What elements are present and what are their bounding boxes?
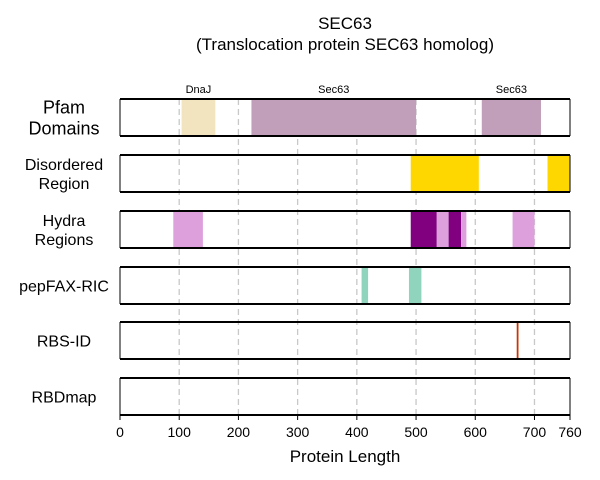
feature-bar <box>181 99 216 136</box>
track-label: Region <box>39 176 90 193</box>
feature-bar <box>410 211 437 248</box>
feature-bar <box>173 211 203 248</box>
x-tick-label: 0 <box>116 424 124 440</box>
feature-label: DnaJ <box>186 84 212 96</box>
feature-label: Sec63 <box>496 84 527 96</box>
track-label: RBDmap <box>32 389 97 406</box>
feature-bar <box>448 211 462 248</box>
feature-bar <box>410 155 479 192</box>
feature-bar <box>516 322 519 359</box>
x-tick-label: 400 <box>345 424 369 440</box>
track: Hydra Regions <box>35 210 571 249</box>
feature-bar <box>461 211 467 248</box>
chart-subtitle: (Translocation protein SEC63 homolog) <box>196 35 494 54</box>
track-label: Pfam <box>43 97 85 117</box>
x-tick-label: 500 <box>404 424 428 440</box>
x-tick-label: 300 <box>286 424 310 440</box>
x-tick-label: 100 <box>168 424 192 440</box>
feature-bar <box>547 155 570 192</box>
track-label: Disordered <box>25 157 103 174</box>
x-tick-label: 760 <box>558 424 582 440</box>
chart-title: SEC63 <box>318 14 372 33</box>
feature-bar <box>408 267 422 304</box>
feature-bar <box>512 211 535 248</box>
feature-label: Sec63 <box>318 84 349 96</box>
feature-bar <box>481 99 541 136</box>
x-tick-label: 700 <box>523 424 547 440</box>
x-axis-label: Protein Length <box>290 447 401 466</box>
x-tick-label: 600 <box>464 424 488 440</box>
grid-lines <box>178 99 536 415</box>
x-tick-label: 200 <box>227 424 251 440</box>
feature-bar <box>361 267 369 304</box>
track-label: Domains <box>28 118 99 138</box>
track: RBDmap <box>32 377 571 416</box>
track-label: Hydra <box>43 213 86 230</box>
track-label: Regions <box>35 232 94 249</box>
x-axis: 0 100 200 300 400 500 600 700 760 <box>116 415 582 440</box>
track-label: pepFAX-RIC <box>19 278 109 295</box>
feature-bar <box>251 99 417 136</box>
track: Disordered Region <box>25 154 571 193</box>
track: pepFAX-RIC <box>19 266 571 305</box>
track: RBS-ID <box>37 321 571 360</box>
track-label: RBS-ID <box>37 333 91 350</box>
feature-bar <box>436 211 449 248</box>
